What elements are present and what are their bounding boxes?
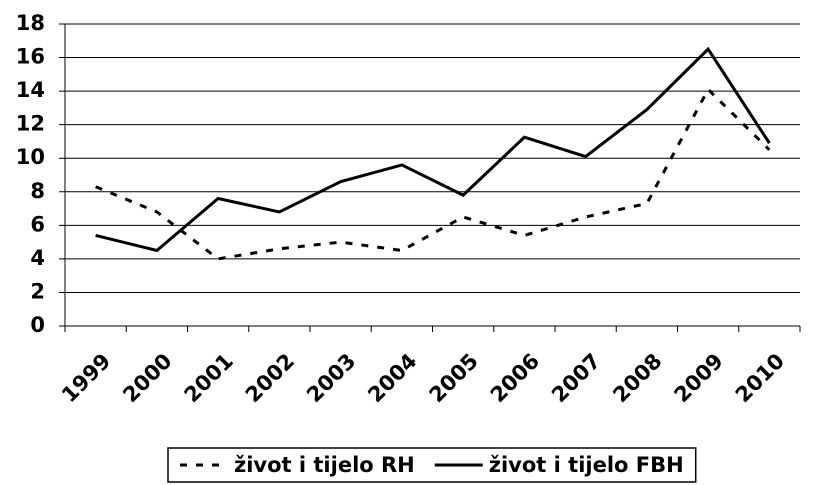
y-tick-label: 14 [16,78,45,102]
legend-label: život i tijelo FBH [489,453,684,477]
x-tick-label: 2001 [180,349,238,407]
x-tick-label: 2008 [608,349,666,407]
x-tick-label: 2002 [241,349,299,407]
line-series [95,46,771,253]
y-tick-label: 10 [16,145,45,169]
y-tick-label: 16 [16,45,45,69]
y-tick-label: 0 [30,313,45,337]
legend-label: život i tijelo RH [234,453,415,477]
x-tick-label: 1999 [57,349,115,407]
y-tick-label: 2 [30,279,45,303]
x-tick-label: 2010 [731,349,789,407]
y-tick-label: 8 [30,179,45,203]
x-tick-label: 2004 [363,349,421,407]
legend: život i tijelo RH život i tijelo FBH [167,447,697,483]
x-tick-label: 2003 [302,349,360,407]
y-tick-label: 12 [16,112,45,136]
x-tick-label: 2007 [547,349,605,407]
x-tick-label: 2006 [486,349,544,407]
line-series [95,86,771,261]
x-tick-label: 2000 [118,349,176,407]
legend-box [167,447,697,483]
x-tick-label: 2009 [670,349,728,407]
x-tick-label: 2005 [425,349,483,407]
y-tick-label: 18 [16,11,45,35]
y-tick-label: 4 [30,246,45,270]
y-tick-label: 6 [30,212,45,236]
